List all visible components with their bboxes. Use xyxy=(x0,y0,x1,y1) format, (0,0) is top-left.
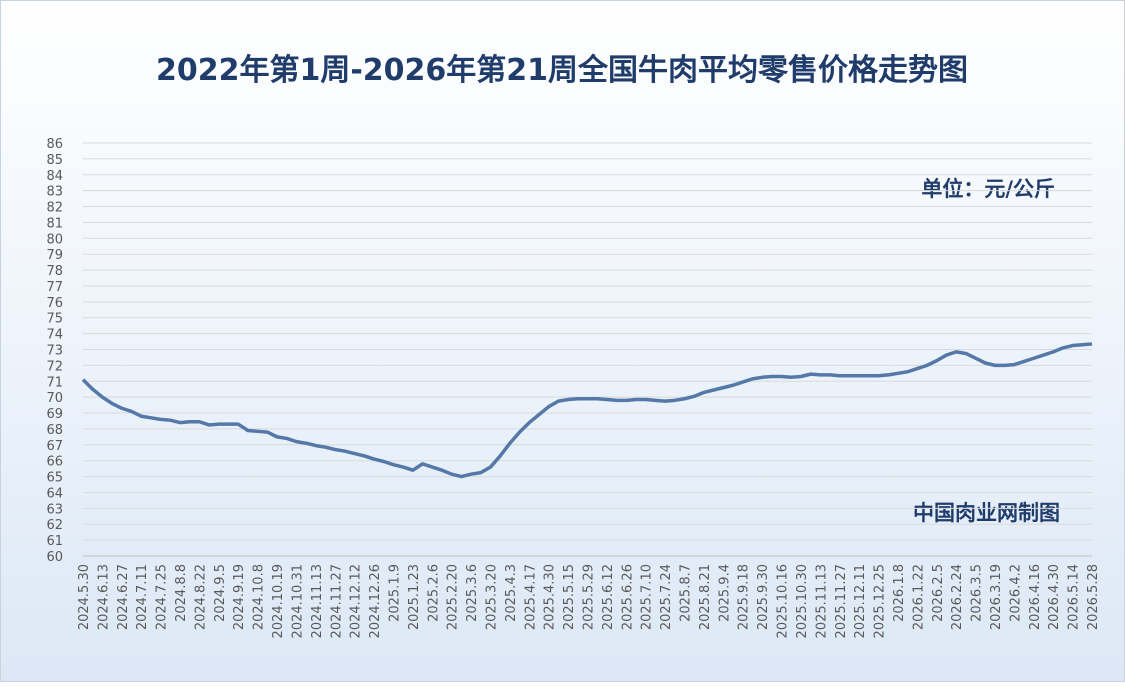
x-tick-label: 2026.4.2 xyxy=(1008,564,1023,622)
x-tick-label: 2025.10.16 xyxy=(776,564,791,638)
x-tick-label: 2024.8.22 xyxy=(193,564,208,630)
y-tick-label: 67 xyxy=(46,439,63,454)
x-tick-label: 2025.11.27 xyxy=(834,564,849,638)
x-tick-label: 2026.5.14 xyxy=(1067,564,1082,630)
x-tick-label: 2025.4.17 xyxy=(523,564,538,630)
x-tick-label: 2024.10.31 xyxy=(290,564,305,638)
y-tick-label: 68 xyxy=(46,423,63,438)
x-tick-label: 2024.9.19 xyxy=(232,564,247,630)
y-tick-label: 85 xyxy=(46,153,63,168)
x-tick-label: 2024.11.27 xyxy=(329,564,344,638)
x-tick-label: 2024.12.12 xyxy=(349,564,364,638)
y-tick-label: 66 xyxy=(46,455,63,470)
x-tick-label: 2024.10.8 xyxy=(252,564,267,630)
x-tick-label: 2026.4.16 xyxy=(1028,564,1043,630)
x-tick-label: 2024.9.5 xyxy=(213,564,228,622)
x-tick-label: 2024.7.11 xyxy=(135,564,150,630)
x-tick-label: 2025.11.13 xyxy=(814,564,829,638)
x-tick-label: 2024.6.13 xyxy=(96,564,111,630)
y-tick-label: 63 xyxy=(46,502,63,517)
unit-note: 单位：元/公斤 xyxy=(921,177,1055,201)
x-tick-label: 2025.9.4 xyxy=(717,564,732,622)
y-tick-label: 74 xyxy=(46,328,63,343)
x-tick-label: 2025.9.18 xyxy=(737,564,752,630)
x-tick-label: 2025.8.21 xyxy=(698,564,713,630)
y-tick-label: 84 xyxy=(46,169,63,184)
y-tick-label: 73 xyxy=(46,344,63,359)
y-tick-label: 81 xyxy=(46,216,63,231)
x-tick-label: 2024.7.25 xyxy=(155,564,170,630)
y-tick-label: 82 xyxy=(46,201,63,216)
x-tick-label: 2025.5.29 xyxy=(582,564,597,630)
x-tick-label: 2025.8.7 xyxy=(679,564,694,622)
x-tick-label: 2025.1.23 xyxy=(407,564,422,630)
y-tick-label: 72 xyxy=(46,359,63,374)
y-tick-label: 75 xyxy=(46,312,63,327)
x-tick-label: 2025.4.30 xyxy=(543,564,558,630)
x-tick-label: 2025.6.26 xyxy=(620,564,635,630)
x-tick-label: 2024.12.26 xyxy=(368,564,383,638)
y-tick-label: 78 xyxy=(46,264,63,279)
x-tick-label: 2026.1.8 xyxy=(892,564,907,622)
y-tick-label: 60 xyxy=(46,550,63,565)
x-tick-label: 2026.4.30 xyxy=(1047,564,1062,630)
y-tick-label: 80 xyxy=(46,232,63,247)
x-tick-label: 2025.2.20 xyxy=(446,564,461,630)
x-tick-label: 2025.2.6 xyxy=(426,564,441,622)
x-tick-label: 2026.3.19 xyxy=(989,564,1004,630)
x-tick-label: 2024.10.19 xyxy=(271,564,286,638)
x-tick-label: 2025.7.24 xyxy=(659,564,674,630)
x-tick-label: 2025.4.3 xyxy=(504,564,519,622)
y-tick-label: 71 xyxy=(46,375,63,390)
x-tick-label: 2025.7.10 xyxy=(640,564,655,630)
x-tick-label: 2024.5.30 xyxy=(77,564,92,630)
y-tick-label: 65 xyxy=(46,471,63,486)
y-tick-label: 77 xyxy=(46,280,63,295)
y-tick-label: 76 xyxy=(46,296,63,311)
source-note: 中国肉业网制图 xyxy=(913,501,1060,525)
y-tick-label: 83 xyxy=(46,185,63,200)
x-tick-label: 2026.1.22 xyxy=(911,564,926,630)
chart-title: 2022年第1周-2026年第21周全国牛肉平均零售价格走势图 xyxy=(156,53,968,88)
price-line xyxy=(81,342,1093,479)
x-tick-label: 2024.11.13 xyxy=(310,564,325,638)
x-tick-label: 2026.2.24 xyxy=(950,564,965,630)
x-tick-label: 2025.12.11 xyxy=(853,564,868,638)
x-tick-label: 2026.3.5 xyxy=(970,564,985,622)
x-tick-label: 2025.5.15 xyxy=(562,564,577,630)
y-tick-label: 64 xyxy=(46,486,63,501)
y-tick-label: 61 xyxy=(46,534,63,549)
x-tick-label: 2024.6.27 xyxy=(116,564,131,630)
x-tick-label: 2025.6.12 xyxy=(601,564,616,630)
y-tick-label: 62 xyxy=(46,518,63,533)
x-tick-label: 2025.1.9 xyxy=(387,564,402,622)
x-tick-label: 2025.3.20 xyxy=(484,564,499,630)
y-tick-label: 69 xyxy=(46,407,63,422)
x-tick-label: 2025.9.30 xyxy=(756,564,771,630)
y-tick-label: 70 xyxy=(46,391,63,406)
x-tick-label: 2025.10.30 xyxy=(795,564,810,638)
x-tick-label: 2026.2.5 xyxy=(931,564,946,622)
x-tick-label: 2025.12.25 xyxy=(873,564,888,638)
x-tick-label: 2026.5.28 xyxy=(1086,564,1101,630)
x-tick-label: 2025.3.6 xyxy=(465,564,480,622)
y-tick-label: 86 xyxy=(46,137,63,152)
y-tick-label: 79 xyxy=(46,248,63,263)
x-tick-label: 2024.8.8 xyxy=(174,564,189,622)
